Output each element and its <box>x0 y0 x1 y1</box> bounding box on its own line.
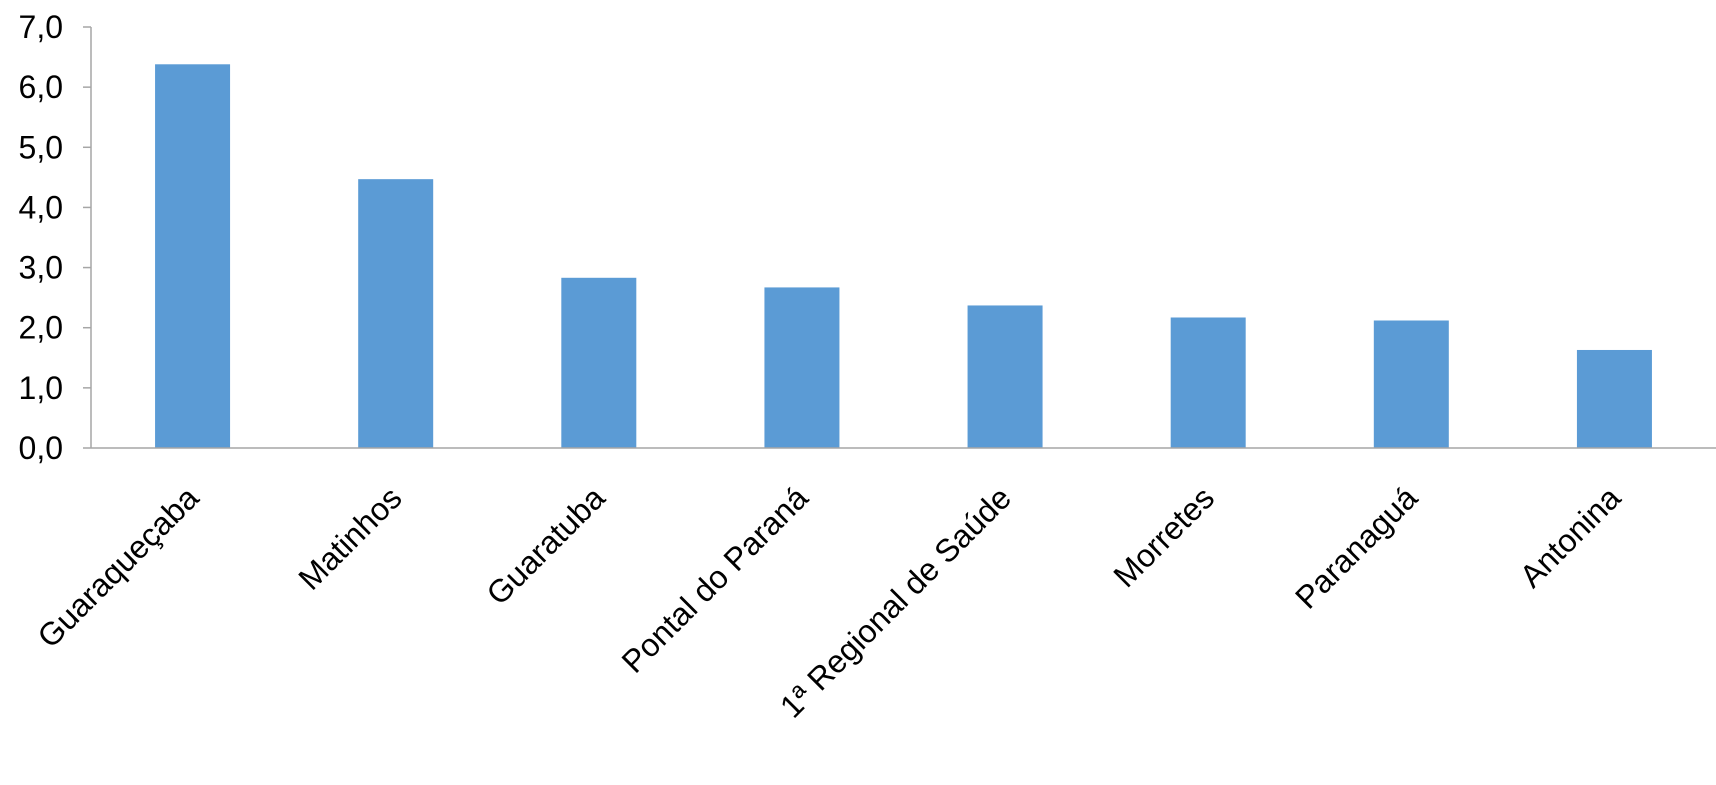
y-tick-label: 4,0 <box>19 189 63 225</box>
bar <box>967 305 1043 448</box>
bars <box>155 64 1652 448</box>
x-category-label: Pontal do Paraná <box>615 479 815 679</box>
bar <box>1373 320 1449 448</box>
x-category-label: Guaratuba <box>479 479 612 612</box>
x-category-label: Morretes <box>1106 479 1221 594</box>
y-tick-label: 0,0 <box>19 430 63 466</box>
x-category-label: Antonina <box>1513 479 1628 594</box>
x-category-label: 1ª Regional de Saúde <box>773 479 1018 724</box>
x-axis-labels: Guaraqueçaba Matinhos Guaratuba Pontal do P… <box>30 479 1627 724</box>
y-tick-label: 2,0 <box>19 310 63 346</box>
bar <box>561 277 637 448</box>
y-tick-label: 7,0 <box>19 9 63 45</box>
bar <box>155 64 231 448</box>
x-category-label: Matinhos <box>291 479 408 596</box>
bar <box>1170 317 1246 448</box>
y-axis-ticks: 0,0 1,0 2,0 3,0 4,0 5,0 6,0 7,0 <box>19 9 91 466</box>
y-tick-label: 5,0 <box>19 129 63 165</box>
y-tick-label: 1,0 <box>19 370 63 406</box>
bar <box>764 287 840 448</box>
x-category-label: Guaraqueçaba <box>30 479 205 654</box>
bar <box>358 179 434 448</box>
x-category-label: Paranaguá <box>1288 479 1424 615</box>
y-tick-label: 6,0 <box>19 69 63 105</box>
bar <box>1576 349 1652 448</box>
y-tick-label: 3,0 <box>19 250 63 286</box>
